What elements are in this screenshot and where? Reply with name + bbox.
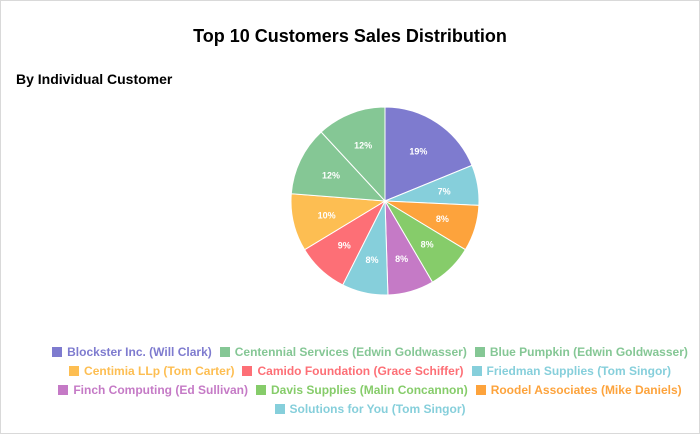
legend-row: Centimia LLp (Tom Carter) Camido Foundati… bbox=[40, 361, 700, 380]
legend-swatch bbox=[274, 403, 285, 414]
legend-swatch bbox=[474, 346, 485, 357]
legend-item[interactable]: Camido Foundation (Grace Schiffer) bbox=[242, 363, 464, 378]
legend-label: Roodel Associates (Mike Daniels) bbox=[490, 382, 682, 397]
legend-label: Blockster Inc. (Will Clark) bbox=[67, 344, 212, 359]
legend-item[interactable]: Centennial Services (Edwin Goldwasser) bbox=[219, 344, 467, 359]
chart-title: Top 10 Customers Sales Distribution bbox=[193, 26, 507, 46]
legend-row: Finch Computing (Ed Sullivan) Davis Suppl… bbox=[40, 380, 700, 399]
legend-label: Centennial Services (Edwin Goldwasser) bbox=[234, 344, 467, 359]
legend-swatch bbox=[471, 365, 482, 376]
legend-item[interactable]: Roodel Associates (Mike Daniels) bbox=[475, 382, 682, 397]
legend-label: Blue Pumpkin (Edwin Goldwasser) bbox=[489, 344, 688, 359]
legend-swatch bbox=[52, 346, 63, 357]
legend-swatch bbox=[58, 384, 69, 395]
slice-data-label: 8% bbox=[421, 239, 434, 249]
slice-data-label: 8% bbox=[395, 254, 408, 264]
slice-data-label: 9% bbox=[338, 241, 351, 251]
pie-slice[interactable] bbox=[384, 106, 473, 202]
legend-label: Camido Foundation (Grace Schiffer) bbox=[257, 363, 464, 378]
slice-data-label: 12% bbox=[322, 170, 340, 180]
legend-swatch bbox=[475, 384, 486, 395]
legend-item[interactable]: Blockster Inc. (Will Clark) bbox=[52, 345, 212, 359]
slice-data-label: 7% bbox=[438, 186, 451, 196]
legend-swatch bbox=[69, 365, 80, 376]
legend-item[interactable]: Centimia LLp (Tom Carter) bbox=[69, 364, 234, 378]
legend-label: Davis Supplies (Malin Concannon) bbox=[271, 382, 468, 397]
legend-item[interactable]: Davis Supplies (Malin Concannon) bbox=[256, 383, 468, 397]
pie-slice[interactable] bbox=[320, 106, 386, 203]
slice-data-label: 8% bbox=[366, 255, 379, 265]
slice-data-label: 10% bbox=[318, 210, 336, 220]
slice-data-label: 19% bbox=[409, 147, 427, 157]
legend-label: Finch Computing (Ed Sullivan) bbox=[73, 382, 248, 397]
legend-item[interactable]: Friedman Supplies (Tom Singor) bbox=[471, 363, 671, 378]
legend-row: Solutions for You (Tom Singor) bbox=[40, 399, 700, 418]
legend-swatch bbox=[219, 346, 230, 357]
slice-data-label: 12% bbox=[354, 141, 372, 151]
legend-item[interactable]: Finch Computing (Ed Sullivan) bbox=[58, 383, 248, 397]
legend-item[interactable]: Blue Pumpkin (Edwin Goldwasser) bbox=[474, 344, 688, 359]
legend-label: Friedman Supplies (Tom Singor) bbox=[486, 363, 671, 378]
legend-row: Blockster Inc. (Will Clark) Centennial Se… bbox=[40, 342, 700, 361]
chart-legend: Blockster Inc. (Will Clark) Centennial Se… bbox=[40, 342, 700, 418]
legend-swatch bbox=[242, 365, 253, 376]
legend-item[interactable]: Solutions for You (Tom Singor) bbox=[274, 401, 466, 416]
slice-data-label: 8% bbox=[436, 214, 449, 224]
pie-slice[interactable] bbox=[290, 131, 387, 202]
legend-swatch bbox=[256, 384, 266, 395]
chart-subtitle: By Individual Customer bbox=[16, 71, 173, 87]
legend-label: Centimia LLp (Tom Carter) bbox=[84, 363, 235, 378]
legend-label: Solutions for You (Tom Singor) bbox=[289, 401, 466, 416]
